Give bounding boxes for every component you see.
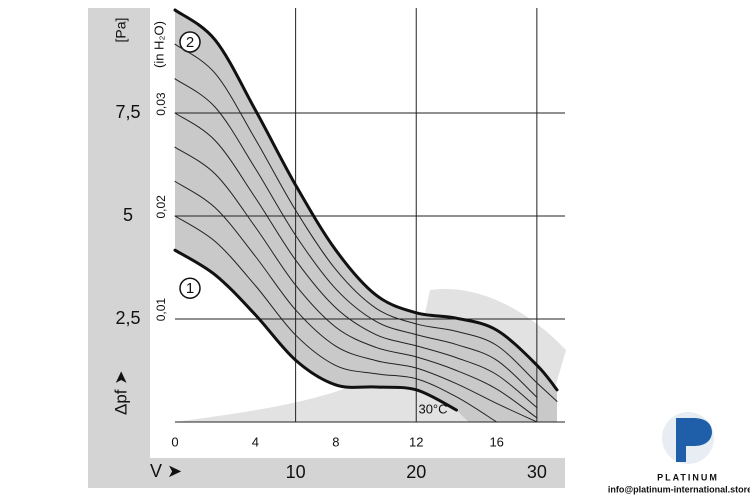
x2-tick-label: 30 [527,462,547,482]
logo: PLATINUM info@platinum-international.sto… [608,412,750,494]
y-tick-label: 2,5 [115,308,140,328]
curve-label: 1 [186,280,194,297]
plot: 21 [173,8,565,423]
curve [174,215,498,423]
y-unit-label: [Pa] [113,18,129,43]
x2-tick-label: 20 [406,462,426,482]
logo-email: info@platinum-international.store [608,484,750,494]
x-tick-label: 12 [409,434,423,449]
x2-tick-label: 10 [286,462,306,482]
logo-brand: PLATINUM [657,472,719,482]
x2-axis-label: V ➤ [150,461,182,481]
y2-tick-label: 0,02 [154,195,168,219]
y2-axis-label: (in H₂O) [151,21,166,68]
x-tick-label: 16 [489,434,503,449]
y2-tick-label: 0,01 [154,298,168,322]
curve [173,248,458,412]
curve [174,180,538,423]
curve [174,112,538,409]
logo-p [676,418,712,462]
y-axis-label: Δpf ➤ [111,370,130,415]
curve-label-circle [179,31,201,53]
bottom-panel [88,458,565,488]
curve [174,78,538,398]
x-tick-label: 0 [171,434,178,449]
x-tick-label: 4 [252,434,259,449]
y-tick-label: 7,5 [115,102,140,122]
y2-tick-label: 0,03 [154,92,168,116]
curve [173,8,559,392]
curve-label-circle [179,277,201,299]
x-tick-label: 8 [332,434,339,449]
y-tick-label: 5 [123,205,133,225]
annotation: 30°C [418,401,447,416]
curve-label: 2 [186,34,194,51]
left-panel [88,8,150,488]
curve [174,146,538,419]
curve [174,43,558,402]
